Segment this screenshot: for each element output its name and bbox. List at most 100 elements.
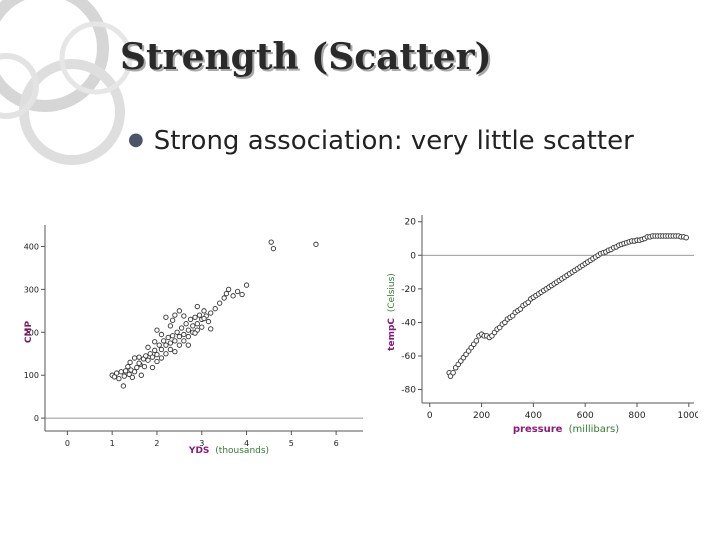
data-point (185, 333, 191, 340)
x-axis-units: (millibars) (569, 424, 620, 435)
data-point (208, 326, 214, 332)
decorative-ring (0, 53, 39, 119)
data-point (127, 359, 133, 365)
chart-background (15, 207, 365, 459)
data-point (111, 374, 118, 380)
chart-background (378, 207, 698, 439)
data-point (131, 355, 138, 361)
x-axis-label: YDS (thousands) (188, 446, 269, 456)
y-tick-label: 0 (410, 251, 416, 261)
data-point (176, 342, 183, 348)
x-axis-label: pressure (millibars) (513, 424, 619, 435)
decorative-ring (19, 59, 125, 165)
scatter-chart-temp-vs-pressure: 0 200 400 600 800 1000 -80 -60 -40 -20 0 20 tempC (… (378, 207, 698, 439)
data-point (167, 346, 174, 353)
data-point (174, 329, 180, 335)
data-point (172, 312, 178, 318)
bullet-text: Strong association: very little scatter (153, 126, 634, 156)
data-point (145, 357, 151, 363)
data-point (138, 372, 144, 378)
y-tick-label: -80 (401, 386, 416, 396)
y-tick-label: 100 (24, 371, 39, 380)
data-point (163, 342, 169, 348)
x-axis-units: (thousands) (215, 446, 269, 456)
y-tick-label: -60 (401, 352, 416, 362)
data-point (120, 383, 127, 389)
data-point (217, 300, 223, 306)
data-point (149, 364, 156, 371)
data-point (165, 334, 171, 341)
y-tick-label: -40 (401, 318, 416, 328)
x-axis-variable: pressure (513, 424, 563, 435)
x-tick-label: 0 (427, 411, 433, 421)
data-point (221, 295, 227, 301)
data-point (167, 323, 174, 329)
x-tick-label: 200 (473, 411, 490, 421)
data-point (145, 344, 151, 350)
data-point (196, 312, 203, 318)
data-points (109, 239, 319, 389)
x-tick-label: 5 (289, 439, 294, 448)
data-point (313, 241, 319, 247)
decorative-ring (0, 0, 109, 112)
data-point (122, 368, 129, 374)
y-tick-label: -20 (401, 285, 416, 295)
data-point (158, 331, 165, 338)
data-point (183, 321, 189, 327)
data-point (163, 351, 169, 357)
data-point (268, 239, 274, 245)
data-point (230, 293, 236, 299)
data-point (114, 370, 120, 376)
data-point (192, 314, 198, 320)
data-point (154, 351, 160, 358)
data-point (161, 338, 167, 344)
data-point (136, 354, 142, 360)
data-point (172, 338, 178, 344)
data-point (152, 339, 158, 345)
data-point (212, 306, 218, 312)
data-point (234, 288, 241, 295)
y-tick-label: 20 (405, 218, 417, 228)
data-point (172, 348, 178, 355)
decorative-ring (59, 21, 133, 95)
data-point (205, 318, 212, 325)
data-point (136, 360, 142, 366)
y-axis-units: (Celsius) (387, 273, 397, 312)
data-point (158, 346, 165, 353)
x-tick-label: 1000 (677, 411, 698, 421)
y-axis-label: tempC (Celsius) (387, 273, 397, 351)
data-point (118, 369, 124, 375)
data-point (152, 347, 158, 353)
data-point (223, 291, 230, 297)
x-tick-label: 3 (199, 439, 204, 448)
data-point (187, 316, 194, 323)
y-tick-label: 200 (24, 328, 39, 337)
data-point (167, 340, 174, 346)
bullet-point: ● Strong association: very little scatter (128, 126, 634, 156)
data-point (163, 314, 169, 320)
data-point (178, 325, 185, 331)
data-point (125, 363, 131, 370)
data-point (116, 375, 122, 382)
x-tick-label: 600 (577, 411, 594, 421)
data-point (134, 364, 140, 371)
data-point (473, 338, 480, 344)
data-point (185, 342, 191, 348)
data-point (450, 370, 456, 376)
data-point (225, 286, 232, 293)
data-point (158, 355, 165, 361)
data-point (190, 323, 196, 329)
slide-title: Strength (Scatter) (120, 36, 492, 78)
data-points (446, 233, 689, 379)
data-point (149, 354, 156, 360)
x-tick-label: 0 (65, 439, 70, 448)
data-point (169, 317, 176, 323)
chart-axes: 0 1 2 3 4 5 6 0 100 200 300 400 (24, 225, 363, 448)
data-point (270, 245, 277, 252)
data-point (169, 333, 176, 339)
x-tick-label: 2 (154, 439, 159, 448)
data-point (156, 342, 162, 348)
data-point (131, 369, 138, 375)
data-point (143, 353, 149, 359)
data-point (176, 333, 183, 340)
